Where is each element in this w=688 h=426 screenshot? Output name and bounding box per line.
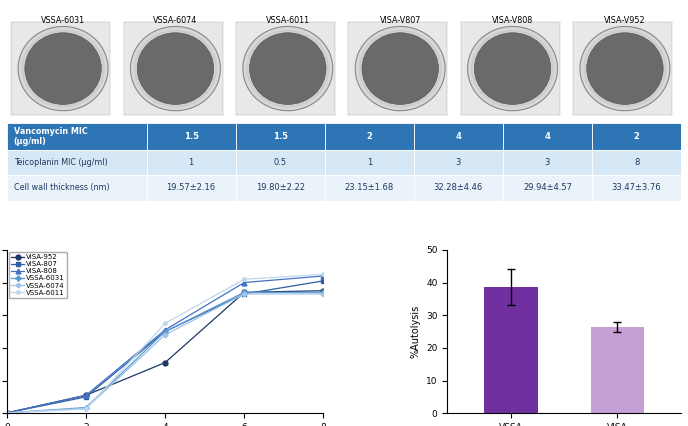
- Text: 1: 1: [367, 158, 372, 167]
- Text: VSSA-6011: VSSA-6011: [266, 16, 310, 25]
- Bar: [591, 327, 644, 413]
- Y-axis label: %Autolysis: %Autolysis: [411, 305, 420, 358]
- Ellipse shape: [137, 33, 214, 104]
- Text: 19.80±2.22: 19.80±2.22: [256, 184, 305, 193]
- Text: 4: 4: [455, 132, 462, 141]
- Text: 1: 1: [189, 158, 194, 167]
- Text: VSSA-6031: VSSA-6031: [41, 16, 85, 25]
- FancyBboxPatch shape: [592, 176, 681, 201]
- FancyBboxPatch shape: [325, 176, 413, 201]
- FancyBboxPatch shape: [413, 176, 503, 201]
- FancyBboxPatch shape: [235, 123, 325, 150]
- FancyBboxPatch shape: [7, 176, 147, 201]
- Ellipse shape: [131, 26, 220, 111]
- Text: 1.5: 1.5: [272, 132, 288, 141]
- Text: 3: 3: [455, 158, 461, 167]
- FancyBboxPatch shape: [235, 150, 325, 176]
- Text: 23.15±1.68: 23.15±1.68: [345, 184, 394, 193]
- Text: 2: 2: [366, 132, 372, 141]
- Ellipse shape: [250, 33, 326, 104]
- FancyBboxPatch shape: [461, 22, 560, 115]
- Text: VISA-V808: VISA-V808: [492, 16, 533, 25]
- FancyBboxPatch shape: [503, 123, 592, 150]
- FancyBboxPatch shape: [236, 22, 335, 115]
- Text: 33.47±3.76: 33.47±3.76: [612, 184, 661, 193]
- FancyBboxPatch shape: [413, 123, 503, 150]
- Ellipse shape: [362, 33, 438, 104]
- Ellipse shape: [474, 33, 551, 104]
- Ellipse shape: [355, 26, 445, 111]
- FancyBboxPatch shape: [349, 22, 447, 115]
- FancyBboxPatch shape: [592, 150, 681, 176]
- Ellipse shape: [468, 26, 557, 111]
- FancyBboxPatch shape: [147, 176, 235, 201]
- Text: 0.5: 0.5: [274, 158, 287, 167]
- FancyBboxPatch shape: [147, 123, 235, 150]
- FancyBboxPatch shape: [413, 150, 503, 176]
- Bar: [484, 288, 537, 413]
- Text: VISA-V807: VISA-V807: [380, 16, 421, 25]
- FancyBboxPatch shape: [12, 22, 110, 115]
- Text: 19.57±2.16: 19.57±2.16: [166, 184, 215, 193]
- Text: 1.5: 1.5: [184, 132, 199, 141]
- Text: 29.94±4.57: 29.94±4.57: [523, 184, 572, 193]
- Text: 8: 8: [634, 158, 639, 167]
- Ellipse shape: [18, 26, 108, 111]
- FancyBboxPatch shape: [147, 150, 235, 176]
- FancyBboxPatch shape: [7, 150, 147, 176]
- FancyBboxPatch shape: [503, 150, 592, 176]
- Text: 3: 3: [545, 158, 550, 167]
- Text: 4: 4: [544, 132, 550, 141]
- Text: 32.28±4.46: 32.28±4.46: [433, 184, 483, 193]
- Ellipse shape: [580, 26, 670, 111]
- FancyBboxPatch shape: [235, 176, 325, 201]
- FancyBboxPatch shape: [325, 150, 413, 176]
- Text: Vancomycin MIC
(μg/ml): Vancomycin MIC (μg/ml): [14, 127, 87, 146]
- Text: VSSA-6074: VSSA-6074: [153, 16, 197, 25]
- Ellipse shape: [243, 26, 333, 111]
- Legend: VISA-952, VISA-807, VISA-808, VSSA-6031, VSSA-6074, VSSA-6011: VISA-952, VISA-807, VISA-808, VSSA-6031,…: [9, 252, 67, 298]
- Text: VISA-V952: VISA-V952: [604, 16, 646, 25]
- FancyBboxPatch shape: [7, 123, 147, 150]
- FancyBboxPatch shape: [124, 22, 223, 115]
- FancyBboxPatch shape: [325, 123, 413, 150]
- FancyBboxPatch shape: [592, 123, 681, 150]
- FancyBboxPatch shape: [573, 22, 672, 115]
- Ellipse shape: [25, 33, 101, 104]
- Ellipse shape: [587, 33, 663, 104]
- Text: Cell wall thickness (nm): Cell wall thickness (nm): [14, 184, 109, 193]
- Text: Teicoplanin MIC (μg/ml): Teicoplanin MIC (μg/ml): [14, 158, 107, 167]
- FancyBboxPatch shape: [503, 176, 592, 201]
- Text: 2: 2: [634, 132, 640, 141]
